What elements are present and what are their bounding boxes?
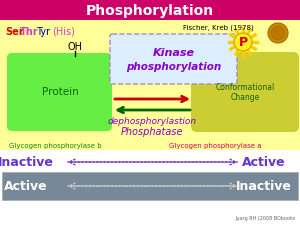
Text: phosphorylation: phosphorylation [126,62,222,72]
Text: (His): (His) [52,27,75,37]
Text: dephosphorylastion: dephosphorylastion [107,117,196,126]
Bar [0,0,300,20]
Text: Active: Active [242,155,286,169]
Text: Inactive: Inactive [0,155,54,169]
Circle shape [271,26,285,40]
Text: Thr: Thr [20,27,39,37]
Text: Glycogen phosphorylase b: Glycogen phosphorylase b [9,143,101,149]
Text: OH: OH [68,42,82,52]
Text: Conformational: Conformational [215,83,274,92]
FancyBboxPatch shape [7,53,112,131]
Text: Tyr: Tyr [36,27,50,37]
Bar [2,172,298,200]
Text: P: P [238,36,247,49]
Text: Juarg RH (2008 BObooks: Juarg RH (2008 BObooks [235,216,295,221]
Text: Fischer, Kreb (1978): Fischer, Kreb (1978) [183,25,254,31]
Text: Phosphatase: Phosphatase [121,127,183,137]
Circle shape [268,23,288,43]
Text: Active: Active [4,180,48,193]
Text: Glycogen phosphorylase a: Glycogen phosphorylase a [169,143,261,149]
FancyBboxPatch shape [191,52,299,132]
Text: Protein: Protein [42,87,78,97]
Circle shape [234,33,252,51]
Text: Phosphorylation: Phosphorylation [86,4,214,18]
FancyBboxPatch shape [110,34,237,84]
Text: Kinase: Kinase [153,48,195,58]
Text: Ser: Ser [5,27,24,37]
Bar [0,20,300,150]
Text: Change: Change [230,92,260,101]
Text: Inactive: Inactive [236,180,292,193]
